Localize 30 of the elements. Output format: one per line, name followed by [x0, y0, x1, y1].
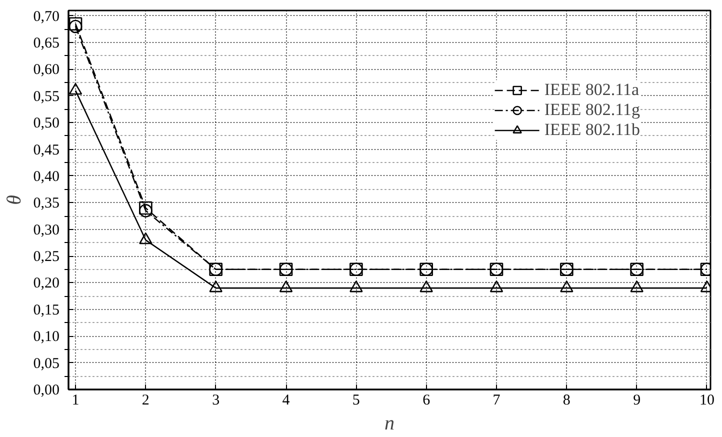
y-tick-label: 0,70 — [33, 8, 60, 25]
x-tick-label: 7 — [492, 392, 501, 408]
x-tick-label: 2 — [142, 392, 150, 408]
y-tick-label: 0,60 — [33, 62, 60, 78]
y-tick-label: 0,20 — [33, 276, 60, 292]
legend-label: IEEE 802.11g — [544, 100, 640, 120]
x-tick-label: 5 — [352, 392, 360, 408]
y-tick-label: 0,35 — [33, 196, 60, 212]
y-tick-label: 0,65 — [33, 36, 60, 52]
y-tick-label: 0,45 — [33, 142, 60, 158]
x-tick-label: 9 — [633, 392, 641, 408]
y-tick-label: 0,55 — [33, 88, 60, 105]
x-tick-label: 8 — [562, 392, 570, 408]
y-tick-label: 0,10 — [33, 329, 60, 346]
y-tick-label: 0,15 — [33, 302, 60, 318]
y-tick-label: 0,40 — [33, 168, 60, 185]
x-tick-label: 6 — [422, 392, 431, 408]
x-tick-label: 1 — [72, 392, 80, 408]
x-axis-title: n — [384, 412, 394, 434]
y-tick-label: 0,50 — [33, 116, 60, 132]
legend-label: IEEE 802.11a — [544, 80, 640, 100]
y-axis-title: θ — [3, 194, 26, 205]
legend-label: IEEE 802.11b — [544, 120, 640, 140]
x-tick-label: 3 — [212, 392, 220, 408]
y-tick-label: 0,25 — [33, 249, 60, 266]
y-tick-label: 0,30 — [33, 222, 60, 238]
x-tick-label: 10 — [699, 392, 714, 408]
y-tick-label: 0,00 — [33, 382, 60, 398]
y-tick-label: 0,05 — [33, 356, 60, 372]
x-tick-label: 4 — [282, 392, 290, 408]
